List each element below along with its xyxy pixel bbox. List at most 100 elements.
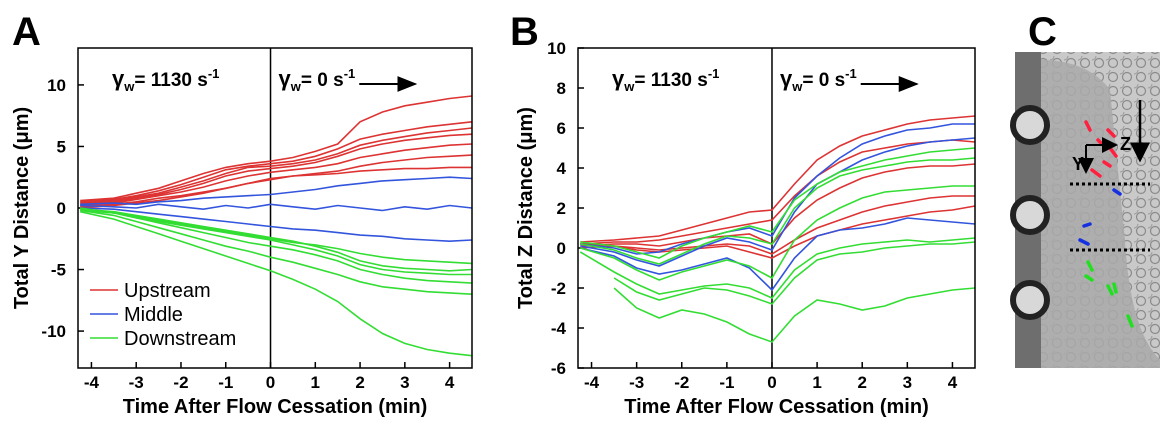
annotation-text: = 1130 s <box>634 70 707 91</box>
annotation-sup: -1 <box>344 66 356 81</box>
data-line <box>613 287 976 343</box>
annotation-symbol: γ <box>112 66 125 91</box>
middle-tracks <box>1078 188 1122 246</box>
annotation-sup: -1 <box>708 66 720 81</box>
data-line <box>579 237 976 299</box>
data-line <box>80 209 473 265</box>
data-line <box>580 195 975 255</box>
data-line <box>80 127 473 204</box>
data-line <box>80 203 473 212</box>
annotation-symbol: γ <box>780 66 793 91</box>
x-tick-label: -1 <box>719 373 734 392</box>
data-line <box>80 207 472 276</box>
panel-label: A <box>12 10 41 54</box>
x-tick-label: 0 <box>767 373 776 392</box>
z-label: Z <box>1120 134 1131 154</box>
pillar <box>1010 195 1050 235</box>
y-tick-label: 10 <box>47 76 66 95</box>
data-line <box>80 210 473 357</box>
annotation-text: = 1130 s <box>134 70 207 91</box>
data-line <box>80 133 473 206</box>
y-tick-label: 0 <box>57 199 66 218</box>
x-tick-label: 0 <box>266 373 275 392</box>
x-tick-label: -2 <box>173 373 188 392</box>
y-tick-label: -4 <box>551 319 567 338</box>
panel-label: B <box>510 10 539 54</box>
downstream-tracks <box>1084 260 1134 328</box>
data-line <box>580 217 976 292</box>
thrombus-region <box>1015 52 1160 368</box>
data-line <box>580 115 976 243</box>
y-axis-label: Total Y Distance (μm) <box>11 107 33 309</box>
x-tick-label: -3 <box>629 373 644 392</box>
data-line <box>80 143 473 207</box>
x-tick-label: -2 <box>674 373 689 392</box>
data-line <box>580 137 976 267</box>
panel-label: C <box>1028 10 1057 54</box>
x-tick-label: -4 <box>84 373 100 392</box>
shear-rate-annotation: γw= 1130 s-1 <box>612 66 719 94</box>
y-tick-label: -2 <box>551 279 566 298</box>
x-tick-label: 3 <box>400 373 409 392</box>
annotation-sup: -1 <box>845 66 857 81</box>
x-tick-label: 1 <box>311 373 320 392</box>
legend-label: Middle <box>124 304 183 326</box>
x-tick-label: 4 <box>948 373 958 392</box>
plot-frame <box>77 47 473 369</box>
plot-frame <box>577 47 976 369</box>
x-tick-label: 2 <box>857 373 866 392</box>
y-axis-label: Total Z Distance (μm) <box>515 107 537 309</box>
y-tick-label: 5 <box>57 137 66 156</box>
x-tick-label: -4 <box>584 373 600 392</box>
legend-label: Downstream <box>124 328 236 350</box>
legend-label: Upstream <box>124 280 211 302</box>
y-tick-label: 0 <box>557 239 566 258</box>
data-line <box>580 147 976 259</box>
data-line <box>80 208 473 272</box>
shear-rate-annotation: γw= 0 s-1 <box>780 66 857 94</box>
micrograph-panel: Z Y <box>1010 52 1160 368</box>
y-tick-label: -5 <box>51 261 66 280</box>
annotation-sub: w <box>791 79 803 94</box>
data-line <box>80 208 473 284</box>
data-line <box>80 166 472 209</box>
x-tick-label: 3 <box>903 373 912 392</box>
pillar <box>1010 280 1050 320</box>
annotation-sub: w <box>123 79 135 94</box>
x-axis-label: Time After Flow Cessation (min) <box>123 396 427 418</box>
pillar <box>1010 105 1050 145</box>
y-tick-label: -10 <box>41 322 66 341</box>
annotation-symbol: γ <box>279 66 292 91</box>
x-tick-label: 4 <box>445 373 455 392</box>
data-line <box>580 157 976 265</box>
x-tick-label: 1 <box>812 373 821 392</box>
annotation-sub: w <box>623 79 635 94</box>
data-line <box>80 121 473 203</box>
shear-rate-annotation: γw= 0 s-1 <box>279 66 356 94</box>
x-tick-label: -3 <box>129 373 144 392</box>
y-tick-label: 4 <box>557 159 567 178</box>
data-line <box>80 209 473 295</box>
annotation-text: = 0 s <box>301 70 344 91</box>
data-line <box>580 139 976 245</box>
data-line <box>580 185 975 281</box>
x-axis-label: Time After Flow Cessation (min) <box>624 396 928 418</box>
shear-rate-annotation: γw= 1130 s-1 <box>112 66 219 94</box>
y-tick-label: 8 <box>557 79 566 98</box>
y-tick-label: 2 <box>557 199 566 218</box>
annotation-sub: w <box>290 79 302 94</box>
x-tick-label: -1 <box>218 373 233 392</box>
data-line <box>80 176 473 206</box>
x-tick-label: 2 <box>355 373 364 392</box>
y-label: Y <box>1072 154 1084 174</box>
data-line <box>80 207 473 243</box>
annotation-sup: -1 <box>208 66 220 81</box>
y-tick-label: -6 <box>551 359 566 378</box>
annotation-text: = 0 s <box>802 70 845 91</box>
data-line <box>80 95 473 202</box>
y-tick-label: 10 <box>547 39 566 58</box>
y-tick-label: 6 <box>557 119 566 138</box>
data-line <box>613 241 976 305</box>
annotation-symbol: γ <box>612 66 625 91</box>
